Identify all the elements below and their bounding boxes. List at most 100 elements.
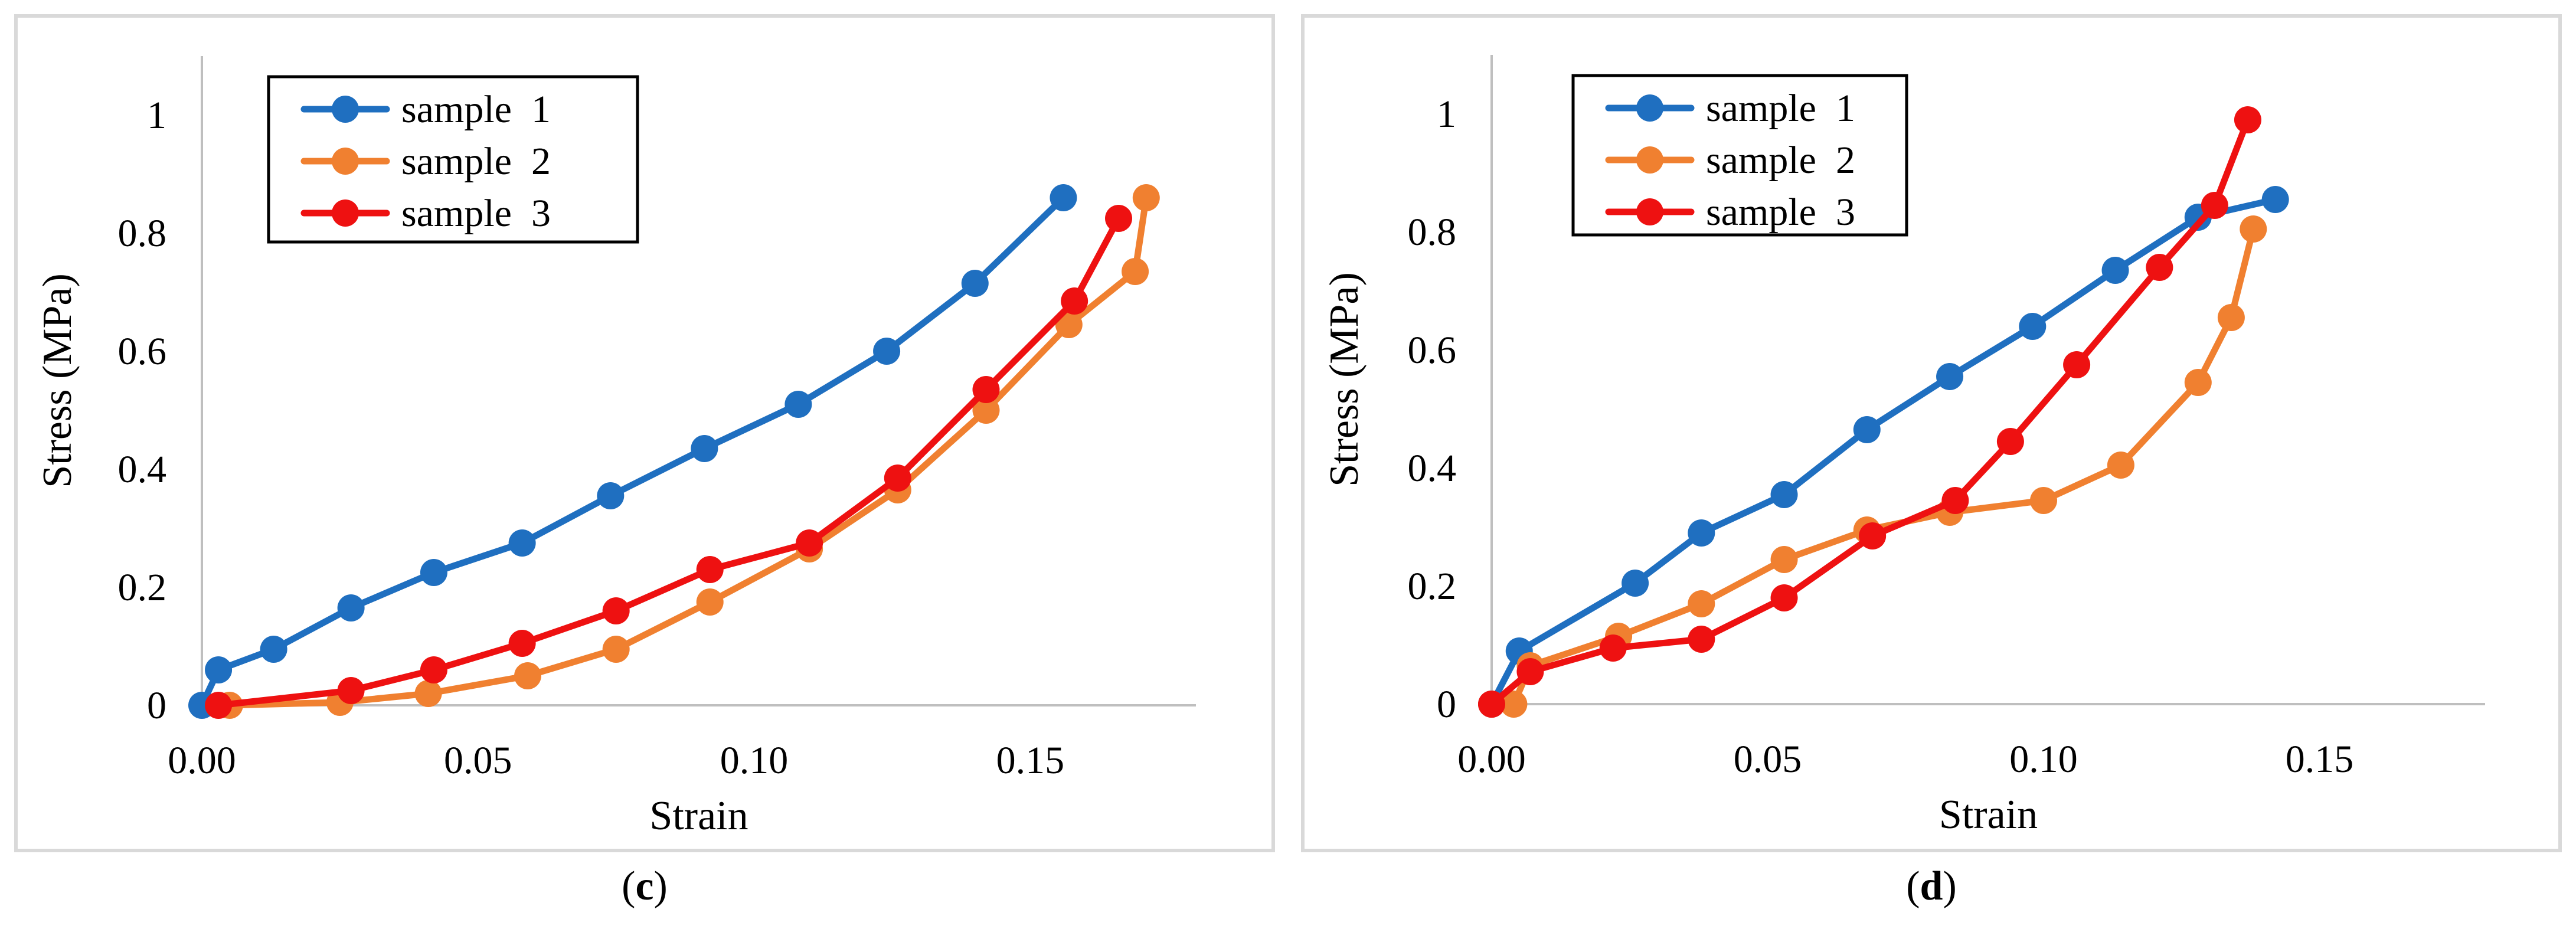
chart-d-series-2-point bbox=[1770, 546, 1798, 573]
chart-d-series-3-point bbox=[1941, 487, 1969, 514]
chart-c-series-2-point bbox=[514, 662, 541, 689]
chart-c-series-1-point bbox=[260, 636, 287, 663]
chart-d-series-1-point bbox=[1936, 363, 1964, 390]
chart-d-x-tick-label: 0.00 bbox=[1457, 738, 1526, 781]
caption-d: (d) bbox=[1906, 863, 1957, 909]
chart-d-y-tick-label: 0 bbox=[1437, 683, 1456, 726]
chart-c-series-3-point bbox=[796, 529, 823, 557]
chart-d-series-1-point bbox=[1688, 519, 1715, 547]
chart-c-series-2-point bbox=[972, 397, 1000, 424]
chart-d-legend-label: sample 3 bbox=[1706, 191, 1855, 234]
chart-d-x-tick-label: 0.15 bbox=[2286, 738, 2354, 781]
chart-c-legend-label: sample 2 bbox=[401, 140, 551, 183]
chart-d-series-2-point bbox=[2030, 487, 2057, 514]
chart-c-y-tick-label: 0.4 bbox=[118, 448, 167, 491]
chart-d-series-1-point bbox=[2101, 257, 2129, 284]
chart-d-series-2-point bbox=[2184, 369, 2212, 396]
chart-d-x-tick-label: 0.05 bbox=[1734, 738, 1802, 781]
chart-c-series-1-point bbox=[961, 270, 989, 297]
chart-d-series-1-point bbox=[1770, 481, 1798, 508]
chart-c-series-1-point bbox=[873, 338, 901, 365]
chart-panel-d: 0.00 0.05 0.10 0.15 0 0.2 0.4 0.6 0.8 1 Strain Stre… bbox=[1301, 14, 2562, 852]
chart-d-series-3-point bbox=[1478, 691, 1505, 718]
chart-c-series-1-point bbox=[508, 529, 536, 557]
chart-c-y-tick-label: 0.2 bbox=[118, 566, 167, 609]
chart-d-series-3-point bbox=[1770, 584, 1798, 611]
chart-c-series-2-point bbox=[1122, 258, 1149, 285]
chart-c-series-3-point bbox=[972, 376, 1000, 403]
chart-c-series-3-point bbox=[508, 630, 536, 657]
chart-d-series-1-point bbox=[1622, 570, 1649, 597]
chart-c-series-1-line bbox=[198, 194, 1067, 709]
chart-d-legend bbox=[1571, 74, 1908, 237]
chart-d-series-3-point bbox=[1688, 626, 1715, 653]
chart-d-series-1-point bbox=[2261, 186, 2289, 213]
chart-c-series-3-point bbox=[884, 464, 911, 492]
chart-c-y-tick-label: 0 bbox=[147, 684, 166, 727]
chart-c-y-tick-label: 0.8 bbox=[118, 212, 167, 255]
chart-c-series-1-point bbox=[691, 435, 718, 462]
chart-c-series-3-point bbox=[696, 556, 724, 583]
chart-c-series-3-point bbox=[1105, 205, 1133, 232]
chart-d-series-3-point bbox=[2146, 254, 2173, 281]
chart-c-series-2-line bbox=[226, 194, 1150, 709]
chart-c-y-axis-label: Stress (MPa) bbox=[35, 273, 80, 488]
chart-d-series-3-point bbox=[2201, 192, 2228, 219]
chart-c-series-1-point bbox=[784, 391, 812, 418]
chart-d-series-1-point bbox=[1853, 416, 1881, 443]
chart-c-y-tick-label: 1 bbox=[147, 94, 166, 137]
chart-d-series-3-point bbox=[1859, 522, 1887, 549]
chart-d-series-3-point bbox=[1516, 658, 1544, 685]
chart-d-y-tick-label: 0.4 bbox=[1408, 447, 1457, 490]
chart-c-series-3-point bbox=[420, 656, 447, 683]
chart-c-x-tick-label: 0.10 bbox=[720, 739, 789, 782]
chart-d-series-3-point bbox=[2234, 106, 2261, 133]
chart-c-series-2-point bbox=[414, 680, 442, 707]
chart-c-x-tick-label: 0.00 bbox=[168, 739, 236, 782]
chart-d-series-2-point bbox=[2240, 215, 2267, 243]
chart-c-y-tick-label: 0.6 bbox=[118, 330, 167, 373]
chart-d-legend-swatch-marker bbox=[1636, 198, 1663, 225]
chart-d-series-2-point bbox=[1500, 691, 1528, 718]
chart-d-y-axis-label: Stress (MPa) bbox=[1322, 272, 1367, 487]
chart-c-series-2-point bbox=[1132, 184, 1160, 211]
chart-c-series-3-point bbox=[602, 597, 630, 624]
chart-c-legend-swatch-marker bbox=[332, 96, 359, 123]
chart-d-svg: 0.00 0.05 0.10 0.15 0 0.2 0.4 0.6 0.8 1 Strain Stre… bbox=[1322, 55, 2485, 838]
chart-d-y-tick-label: 0.2 bbox=[1408, 565, 1457, 608]
chart-c-x-axis-label: Strain bbox=[649, 793, 748, 839]
chart-d-legend-swatch-marker bbox=[1636, 146, 1663, 174]
chart-d-series-2-point bbox=[2217, 304, 2245, 331]
chart-d-y-tick-label: 0.6 bbox=[1408, 329, 1457, 372]
chart-c-legend-swatch-marker bbox=[332, 199, 359, 227]
chart-d-y-tick-label: 0.8 bbox=[1408, 211, 1457, 254]
chart-c-x-tick-label: 0.15 bbox=[996, 739, 1065, 782]
chart-d-series-3-point bbox=[1599, 634, 1627, 662]
chart-c-series-1-point bbox=[205, 656, 233, 683]
chart-d-legend-label: sample 1 bbox=[1706, 87, 1855, 130]
chart-c-series-3-point bbox=[337, 677, 365, 704]
chart-c-series-3-point bbox=[1061, 287, 1088, 315]
chart-c-svg: 0.00 0.05 0.10 0.15 0 0.2 0.4 0.6 0.8 1 Strain Stre… bbox=[35, 56, 1196, 839]
chart-c-series-1-point bbox=[420, 559, 447, 586]
chart-c-series-2-point bbox=[602, 636, 630, 663]
chart-c-series-1-point bbox=[597, 482, 625, 509]
chart-c-legend-label: sample 3 bbox=[401, 192, 551, 235]
chart-panel-c: 0.00 0.05 0.10 0.15 0 0.2 0.4 0.6 0.8 1 Strain Stre… bbox=[14, 14, 1275, 852]
chart-d-x-axis-label: Strain bbox=[1939, 792, 2038, 838]
chart-d-series-3-point bbox=[1996, 428, 2024, 455]
chart-c-series-1-point bbox=[337, 594, 365, 621]
chart-d-x-tick-label: 0.10 bbox=[2009, 738, 2078, 781]
chart-d-series-2-point bbox=[2107, 452, 2134, 479]
chart-d-series-3-line bbox=[1488, 116, 2251, 708]
chart-d-y-tick-label: 1 bbox=[1437, 93, 1456, 136]
chart-c-legend-label: sample 1 bbox=[401, 88, 551, 131]
chart-d-series-3-point bbox=[2063, 351, 2091, 378]
chart-d-legend-swatch-marker bbox=[1636, 94, 1663, 122]
chart-d-series-1-point bbox=[2019, 313, 2047, 340]
chart-c-series-3-point bbox=[205, 692, 233, 719]
chart-c-series-1-point bbox=[1050, 184, 1077, 211]
chart-c-x-tick-label: 0.05 bbox=[444, 739, 512, 782]
chart-c-legend-swatch-marker bbox=[332, 148, 359, 175]
chart-d-series-2-point bbox=[1688, 590, 1715, 617]
